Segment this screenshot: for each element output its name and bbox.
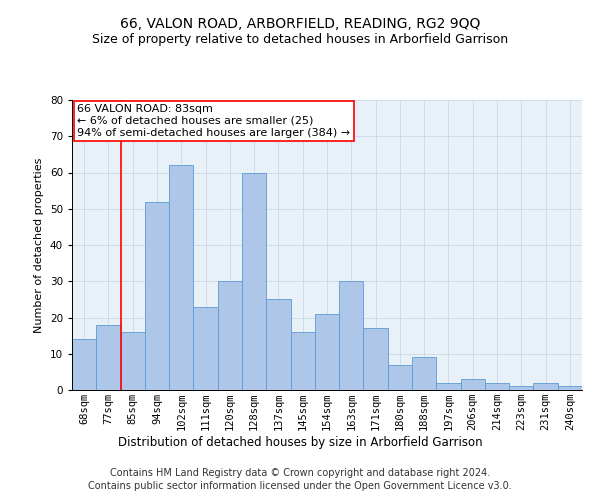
- Bar: [364, 328, 388, 390]
- Bar: [461, 379, 485, 390]
- Bar: [96, 325, 121, 390]
- Bar: [218, 281, 242, 390]
- Bar: [509, 386, 533, 390]
- Y-axis label: Number of detached properties: Number of detached properties: [34, 158, 44, 332]
- Text: 66 VALON ROAD: 83sqm
← 6% of detached houses are smaller (25)
94% of semi-detach: 66 VALON ROAD: 83sqm ← 6% of detached ho…: [77, 104, 350, 138]
- Bar: [412, 358, 436, 390]
- Bar: [290, 332, 315, 390]
- Bar: [485, 383, 509, 390]
- Text: Contains public sector information licensed under the Open Government Licence v3: Contains public sector information licen…: [88, 481, 512, 491]
- Bar: [533, 383, 558, 390]
- Bar: [145, 202, 169, 390]
- Bar: [388, 364, 412, 390]
- Bar: [72, 339, 96, 390]
- Bar: [339, 281, 364, 390]
- Text: 66, VALON ROAD, ARBORFIELD, READING, RG2 9QQ: 66, VALON ROAD, ARBORFIELD, READING, RG2…: [120, 18, 480, 32]
- Text: Size of property relative to detached houses in Arborfield Garrison: Size of property relative to detached ho…: [92, 32, 508, 46]
- Text: Distribution of detached houses by size in Arborfield Garrison: Distribution of detached houses by size …: [118, 436, 482, 449]
- Bar: [558, 386, 582, 390]
- Bar: [169, 165, 193, 390]
- Bar: [242, 172, 266, 390]
- Bar: [266, 300, 290, 390]
- Text: Contains HM Land Registry data © Crown copyright and database right 2024.: Contains HM Land Registry data © Crown c…: [110, 468, 490, 477]
- Bar: [121, 332, 145, 390]
- Bar: [436, 383, 461, 390]
- Bar: [193, 306, 218, 390]
- Bar: [315, 314, 339, 390]
